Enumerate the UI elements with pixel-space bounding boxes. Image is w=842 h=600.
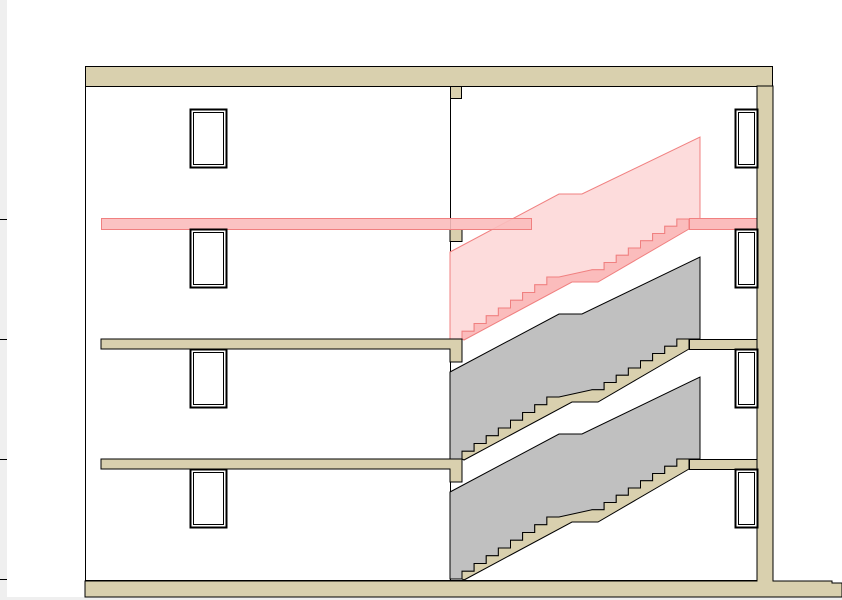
window-symbol [734, 108, 759, 169]
window-symbol [734, 348, 759, 409]
stair-flight [461, 338, 690, 461]
window-inner-frame [193, 232, 224, 285]
bottom-scrollbar-area [0, 597, 842, 600]
highlighted-stair-flight [461, 218, 690, 341]
window-inner-frame [193, 112, 224, 165]
highlighted-landing-slab [689, 218, 758, 230]
ruler-tick [0, 459, 7, 460]
stair-flight [461, 458, 690, 581]
window-inner-frame [738, 352, 755, 405]
ruler-tick [0, 579, 7, 580]
window-inner-frame [193, 352, 224, 405]
window-symbol [734, 228, 759, 289]
window-inner-frame [738, 232, 755, 285]
window-inner-frame [738, 472, 755, 525]
window-inner-frame [738, 112, 755, 165]
stair-landing-slab [689, 459, 758, 470]
stair-landing-slab [689, 339, 758, 350]
window-symbol [189, 108, 228, 169]
window-inner-frame [193, 472, 224, 525]
highlighted-floor-slab [101, 218, 532, 230]
ruler-tick [0, 219, 7, 220]
roof-beam-stub [450, 86, 462, 99]
left-ruler [0, 0, 7, 600]
window-symbol [189, 348, 228, 409]
floor-slab [100, 338, 463, 363]
window-symbol [734, 468, 759, 529]
window-symbol [189, 228, 228, 289]
window-symbol [189, 468, 228, 529]
roof-slab [85, 66, 773, 87]
floor-slab [100, 458, 463, 483]
ruler-tick [0, 339, 7, 340]
beam-stub [449, 229, 463, 242]
